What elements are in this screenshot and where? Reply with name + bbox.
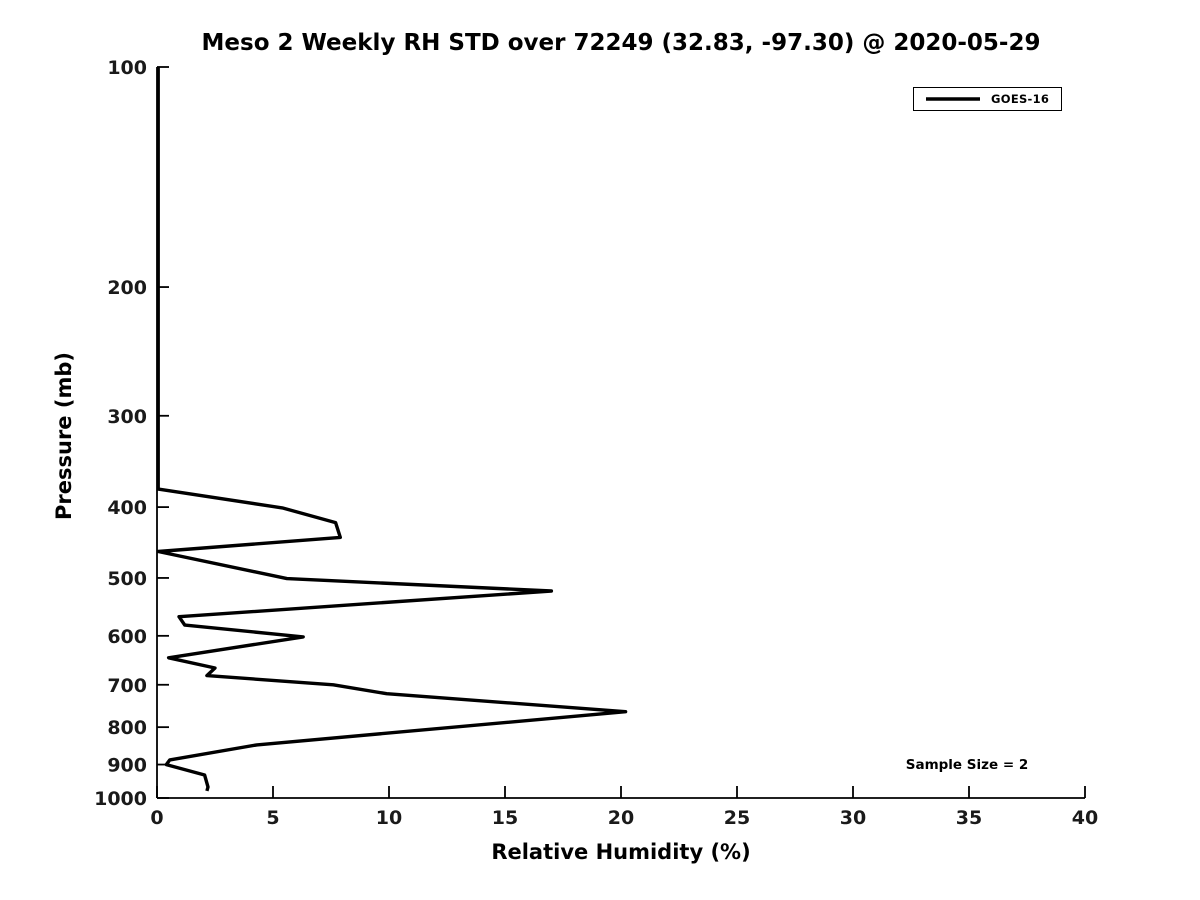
x-tick-label: 0 [150,807,163,829]
x-tick-label: 20 [608,807,634,829]
y-tick-label: 500 [107,568,147,590]
rh-std-profile-line [156,67,628,792]
x-tick-label: 15 [492,807,518,829]
legend-line-icon [926,97,980,101]
x-axis-label: Relative Humidity (%) [491,840,751,864]
x-tick-label: 35 [956,807,982,829]
legend-label: GOES-16 [991,92,1050,106]
y-tick-label: 600 [107,626,147,648]
y-tick-label: 1000 [94,788,147,810]
sample-size-annotation: Sample Size = 2 [905,757,1029,773]
y-tick-label: 700 [107,675,147,697]
y-tick-label: 200 [107,277,147,299]
x-tick-label: 30 [840,807,866,829]
legend: GOES-16 [913,87,1062,111]
x-tick-label: 10 [376,807,402,829]
y-tick-label: 300 [107,406,147,428]
y-tick-label: 100 [107,57,147,79]
x-tick-label: 5 [266,807,279,829]
x-tick-label: 25 [724,807,750,829]
chart-title: Meso 2 Weekly RH STD over 72249 (32.83, … [201,30,1041,56]
y-tick-label: 400 [107,497,147,519]
y-tick-label: 800 [107,717,147,739]
x-tick-label: 40 [1072,807,1098,829]
y-tick-label: 900 [107,755,147,777]
